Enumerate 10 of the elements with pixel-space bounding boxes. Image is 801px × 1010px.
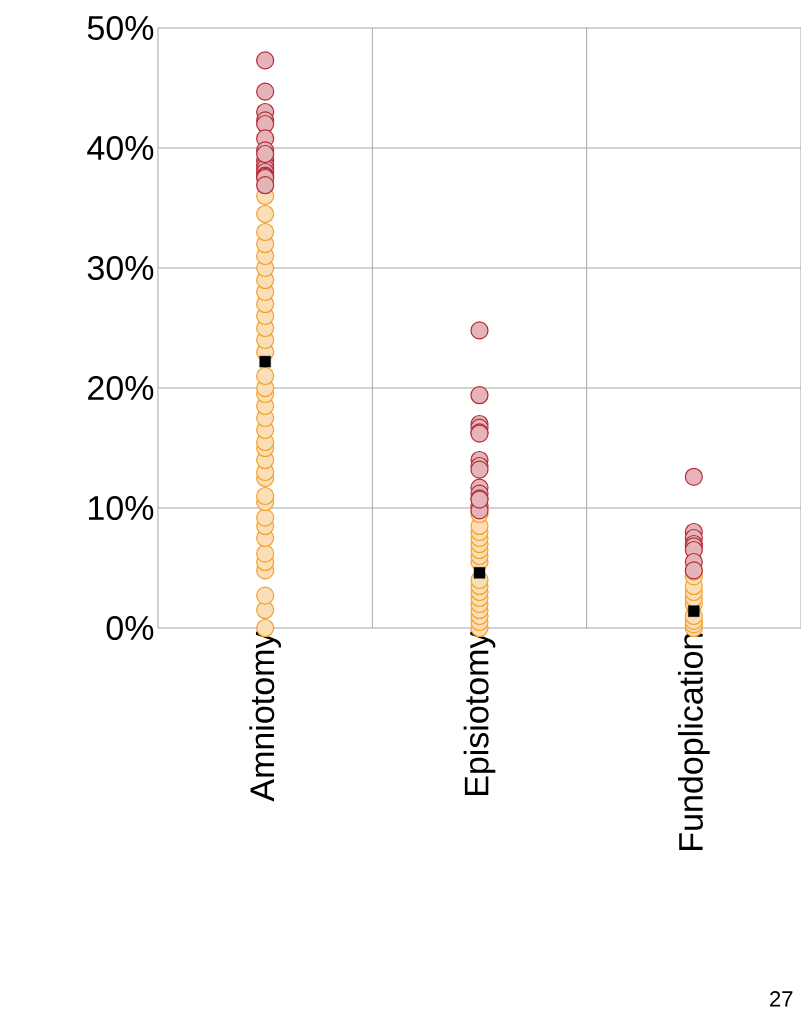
y-tick-label: 10% — [89, 495, 154, 521]
text: 27 — [770, 991, 793, 1007]
y-tick-label: 0% — [106, 615, 154, 641]
y-tick-label: 30% — [87, 255, 154, 281]
y-tick-label: 40% — [87, 135, 154, 161]
x-tick-label: Amniotomy — [249, 631, 282, 802]
x-tick-label: Fundoplication — [677, 633, 710, 850]
x-tick-label: Episiotomy — [463, 631, 496, 796]
y-tick-label: 50% — [87, 15, 154, 41]
y-tick-label: 20% — [88, 375, 154, 401]
